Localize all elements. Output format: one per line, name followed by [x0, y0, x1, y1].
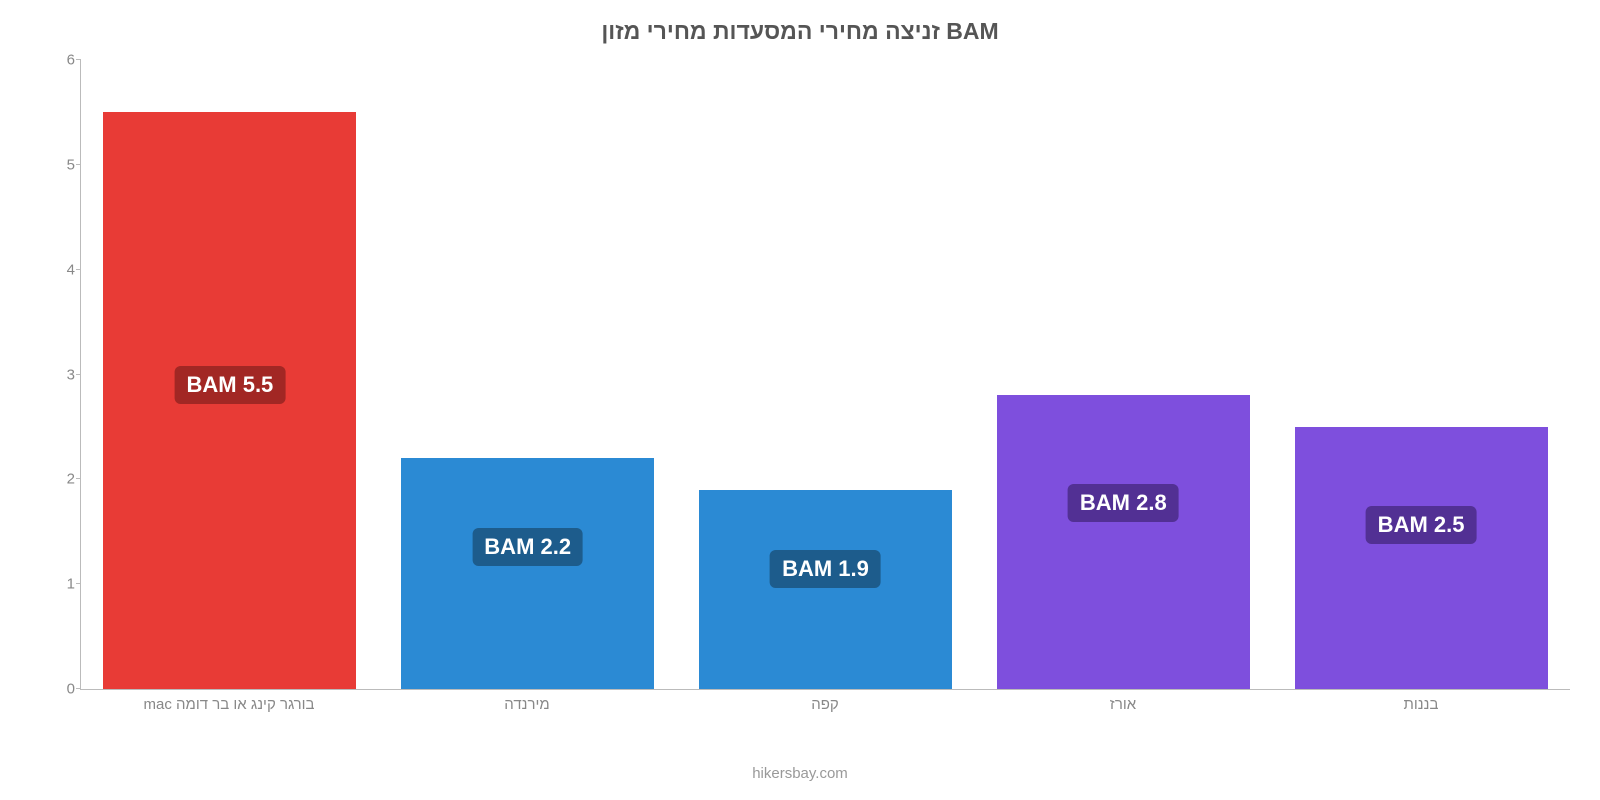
y-tick-label: 2 [51, 471, 75, 488]
y-tick-label: 5 [51, 156, 75, 173]
y-tick-label: 4 [51, 261, 75, 278]
bar: BAM 2.2 [401, 458, 654, 689]
bar-value-label: BAM 2.2 [472, 528, 583, 566]
bar: BAM 2.8 [997, 395, 1250, 689]
bar-value-label: BAM 5.5 [174, 366, 285, 404]
x-tick-label: מירנדה [378, 690, 676, 720]
y-tick-label: 3 [51, 366, 75, 383]
x-tick-label: אורז [974, 690, 1272, 720]
bar-slot: BAM 2.5 [1272, 60, 1570, 689]
bar: BAM 5.5 [103, 112, 356, 689]
y-tick-mark [76, 583, 81, 584]
bar-slot: BAM 2.2 [379, 60, 677, 689]
y-tick-label: 0 [51, 681, 75, 698]
bar-value-label: BAM 1.9 [770, 550, 881, 588]
x-tick-label: בננות [1272, 690, 1570, 720]
bar-value-label: BAM 2.8 [1068, 484, 1179, 522]
y-tick-mark [76, 164, 81, 165]
bars-container: BAM 5.5 BAM 2.2 BAM 1.9 BAM 2.8 BAM 2.5 [81, 60, 1570, 689]
bar-slot: BAM 2.8 [974, 60, 1272, 689]
y-tick-mark [76, 59, 81, 60]
y-tick-mark [76, 269, 81, 270]
chart-title: זניצה מחירי המסעדות מחירי מזון BAM [0, 0, 1600, 45]
x-axis-labels: בורגר קינג או בר דומה macמירנדהקפהאורזבנ… [80, 690, 1570, 720]
bar-slot: BAM 5.5 [81, 60, 379, 689]
y-tick-mark [76, 688, 81, 689]
x-tick-label: קפה [676, 690, 974, 720]
y-tick-label: 6 [51, 52, 75, 69]
bar-value-label: BAM 2.5 [1366, 506, 1477, 544]
footer-attribution: hikersbay.com [0, 765, 1600, 782]
y-tick-mark [76, 374, 81, 375]
y-tick-mark [76, 478, 81, 479]
y-tick-label: 1 [51, 576, 75, 593]
bar-slot: BAM 1.9 [677, 60, 975, 689]
x-tick-label: בורגר קינג או בר דומה mac [80, 690, 378, 720]
bar: BAM 2.5 [1295, 427, 1548, 689]
bar: BAM 1.9 [699, 490, 952, 689]
chart-wrap: BAM 5.5 BAM 2.2 BAM 1.9 BAM 2.8 BAM 2.5 0 1 2 3… [50, 60, 1570, 720]
plot-area: BAM 5.5BAM 2.2BAM 1.9BAM 2.8BAM 2.5 0123… [80, 60, 1570, 690]
